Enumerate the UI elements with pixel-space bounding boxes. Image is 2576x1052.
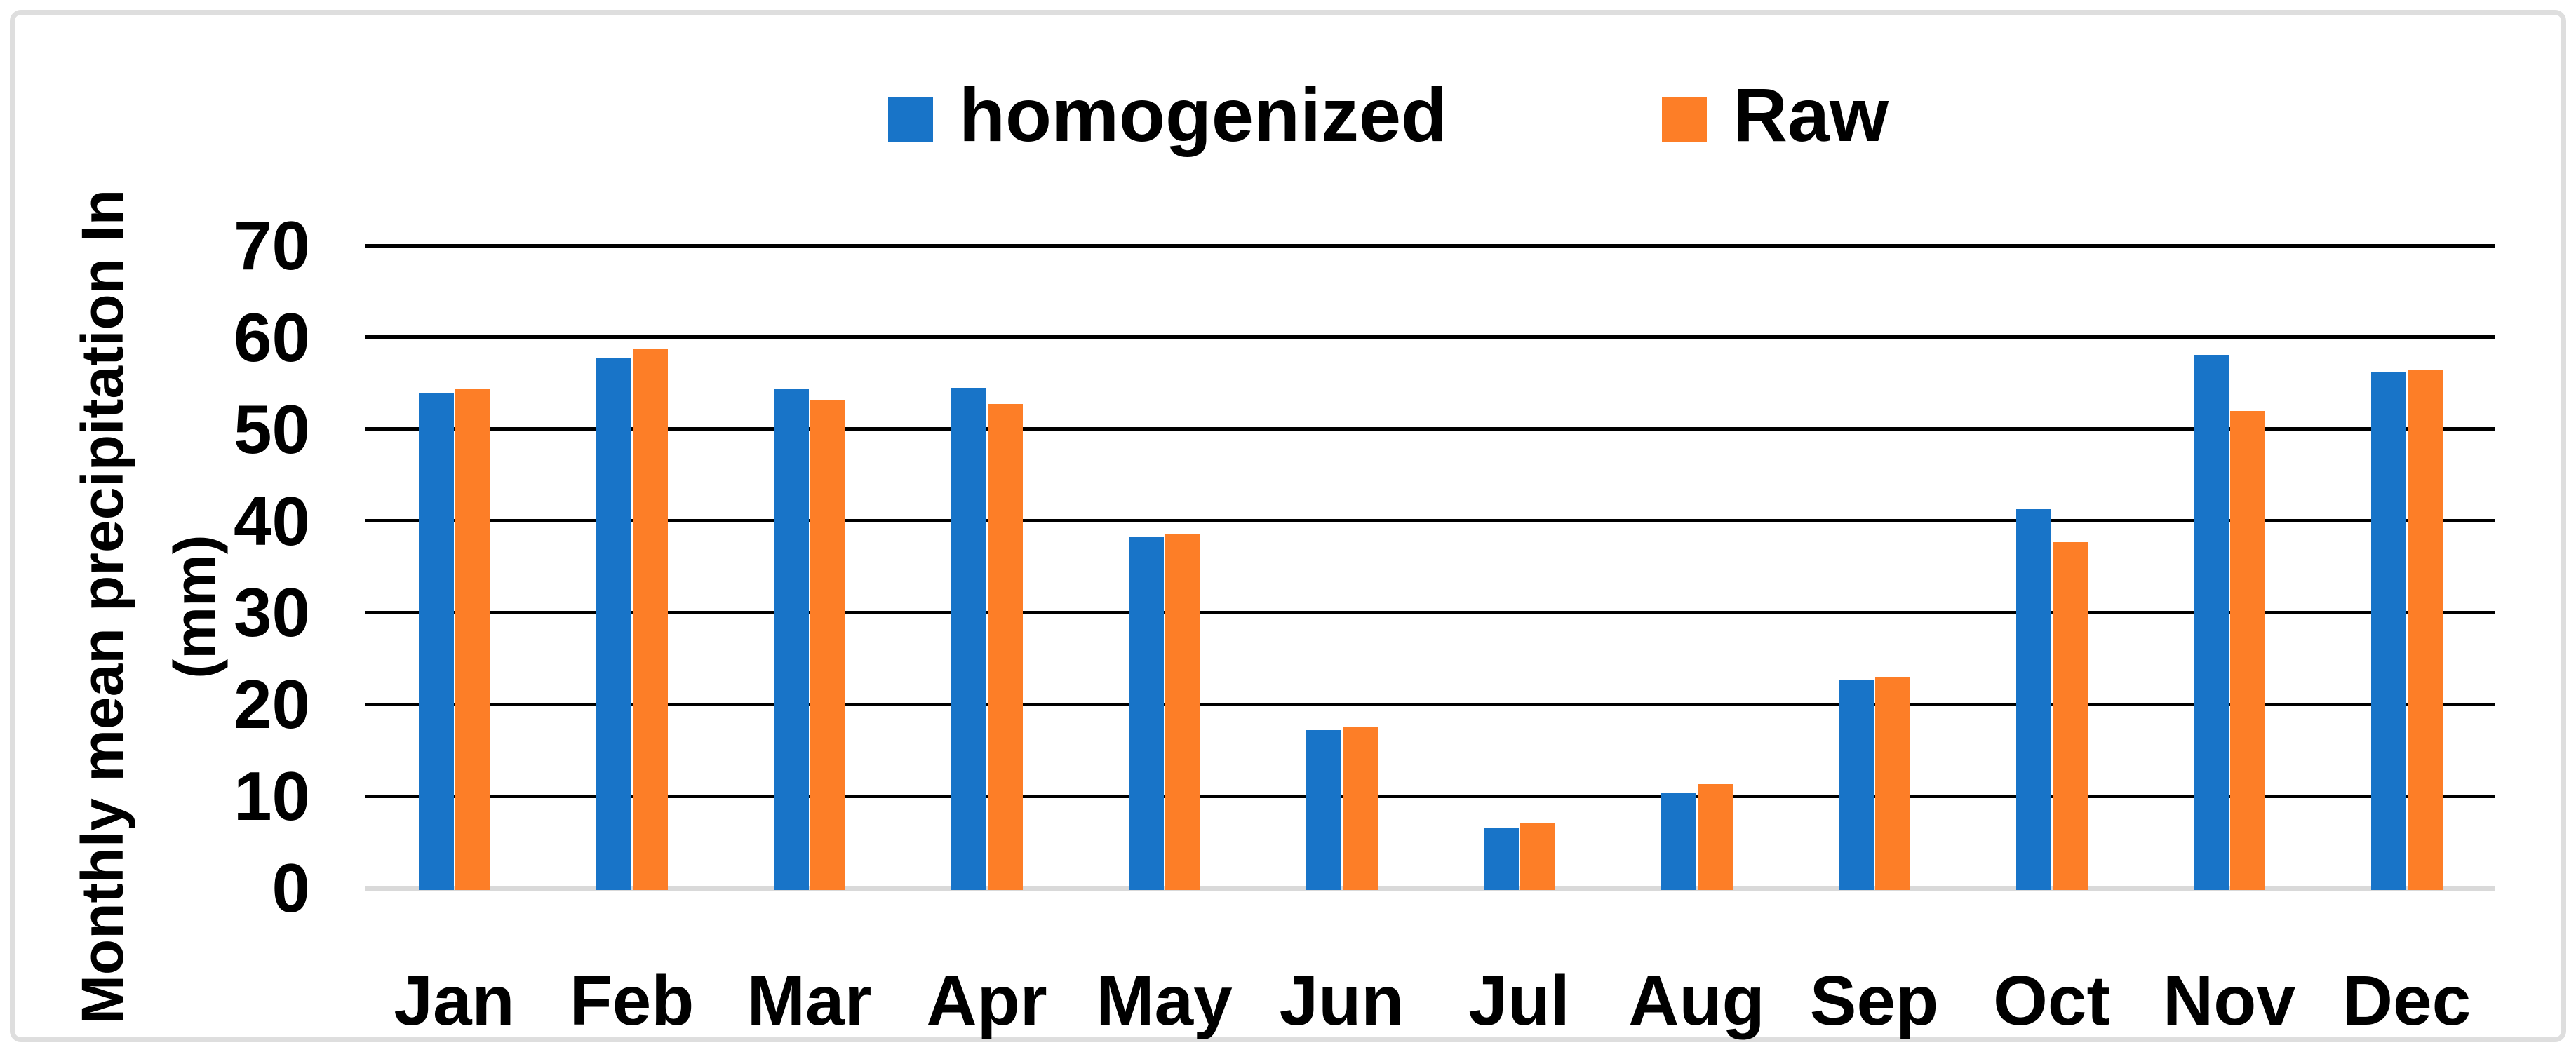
x-tick-label-feb: Feb xyxy=(569,962,695,1040)
y-tick-label-20: 20 xyxy=(233,666,310,743)
gridline-10 xyxy=(365,794,2495,798)
gridline-50 xyxy=(365,427,2495,431)
x-tick-label-dec: Dec xyxy=(2342,962,2471,1040)
gridline-30 xyxy=(365,610,2495,614)
legend-swatch-raw-icon xyxy=(1662,96,1707,142)
legend-item-raw: Raw xyxy=(1662,77,1889,157)
gridline-0 xyxy=(365,885,2495,891)
bar-raw-sep xyxy=(1874,677,1910,890)
bar-raw-aug xyxy=(1697,784,1733,890)
bar-homogenized-may xyxy=(1128,537,1164,890)
x-tick-label-jan: Jan xyxy=(394,962,515,1040)
bar-raw-jul xyxy=(1520,823,1555,890)
y-tick-label-0: 0 xyxy=(271,849,310,926)
bar-homogenized-sep xyxy=(1838,680,1874,890)
legend-label-homogenized: homogenized xyxy=(959,72,1447,157)
bar-raw-jan xyxy=(455,389,490,890)
x-tick-label-sep: Sep xyxy=(1809,962,1939,1040)
x-tick-label-aug: Aug xyxy=(1628,962,1765,1040)
bar-homogenized-dec xyxy=(2370,372,2406,890)
bar-homogenized-jan xyxy=(418,393,454,890)
legend-swatch-homogenized-icon xyxy=(888,96,933,142)
x-tick-label-may: May xyxy=(1096,962,1233,1040)
y-tick-label-60: 60 xyxy=(233,298,310,376)
x-tick-label-mar: Mar xyxy=(746,962,872,1040)
gridline-70 xyxy=(365,243,2495,248)
bar-raw-dec xyxy=(2407,370,2443,890)
x-tick-label-jul: Jul xyxy=(1468,962,1570,1040)
gridline-40 xyxy=(365,519,2495,523)
x-tick-label-jun: Jun xyxy=(1279,962,1404,1040)
x-tick-label-nov: Nov xyxy=(2163,962,2295,1040)
bar-raw-mar xyxy=(810,399,845,890)
bar-homogenized-mar xyxy=(773,389,809,890)
legend-label-raw: Raw xyxy=(1733,72,1889,157)
y-tick-label-30: 30 xyxy=(233,574,310,652)
gridline-60 xyxy=(365,335,2495,339)
bar-raw-may xyxy=(1165,534,1200,890)
chart-border-frame xyxy=(10,10,2566,1042)
y-tick-label-50: 50 xyxy=(233,390,310,468)
x-tick-label-apr: Apr xyxy=(926,962,1047,1040)
y-tick-label-70: 70 xyxy=(233,207,310,284)
bar-homogenized-aug xyxy=(1661,792,1696,890)
bar-raw-apr xyxy=(987,404,1023,890)
bar-homogenized-apr xyxy=(951,387,986,890)
bar-raw-nov xyxy=(2229,410,2265,890)
bar-homogenized-jun xyxy=(1306,729,1341,890)
legend-item-homogenized: homogenized xyxy=(888,77,1447,157)
bar-homogenized-jul xyxy=(1483,827,1519,890)
gridline-20 xyxy=(365,702,2495,706)
bar-raw-oct xyxy=(2052,541,2088,890)
bar-homogenized-oct xyxy=(2015,508,2051,890)
y-tick-label-40: 40 xyxy=(233,482,310,560)
bar-raw-jun xyxy=(1342,726,1378,890)
x-tick-label-oct: Oct xyxy=(1993,962,2110,1040)
legend: homogenized Raw xyxy=(888,73,1889,166)
bar-raw-feb xyxy=(632,349,668,890)
bar-homogenized-feb xyxy=(596,358,631,890)
bar-homogenized-nov xyxy=(2193,354,2229,890)
y-tick-label-10: 10 xyxy=(233,757,310,835)
